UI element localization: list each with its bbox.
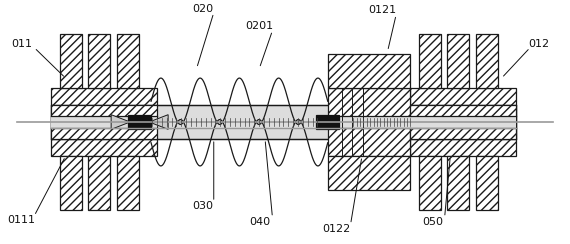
Bar (476, 156, 498, 210)
Bar (128, 115, 151, 122)
Bar (51, 105, 516, 139)
Bar (117, 34, 139, 88)
Bar (447, 34, 469, 88)
Bar (316, 115, 339, 122)
Bar (51, 88, 157, 156)
Text: 030: 030 (192, 201, 213, 211)
Bar (447, 156, 469, 210)
Text: 050: 050 (423, 217, 443, 227)
Text: 040: 040 (249, 217, 270, 227)
Bar (51, 116, 157, 128)
Bar (328, 156, 410, 190)
Bar (328, 88, 410, 156)
Bar (117, 156, 139, 210)
Text: 0201: 0201 (245, 21, 274, 30)
Text: 011: 011 (11, 39, 32, 49)
Text: 0122: 0122 (322, 224, 351, 234)
Bar (476, 34, 498, 88)
Bar (60, 156, 82, 210)
Polygon shape (151, 115, 168, 129)
Bar (316, 122, 339, 129)
Bar (128, 122, 151, 129)
Bar (419, 156, 441, 210)
Bar (328, 116, 410, 128)
Bar (51, 105, 157, 139)
Bar (419, 34, 441, 88)
Text: 0111: 0111 (7, 215, 36, 224)
Bar (88, 156, 110, 210)
Bar (410, 88, 516, 156)
Bar (410, 105, 516, 139)
Bar (410, 116, 516, 128)
Text: 0121: 0121 (368, 5, 396, 15)
Bar (328, 54, 410, 88)
Text: 012: 012 (528, 39, 549, 49)
Polygon shape (111, 115, 128, 129)
Bar (60, 34, 82, 88)
Text: 020: 020 (192, 4, 213, 13)
Bar (88, 34, 110, 88)
